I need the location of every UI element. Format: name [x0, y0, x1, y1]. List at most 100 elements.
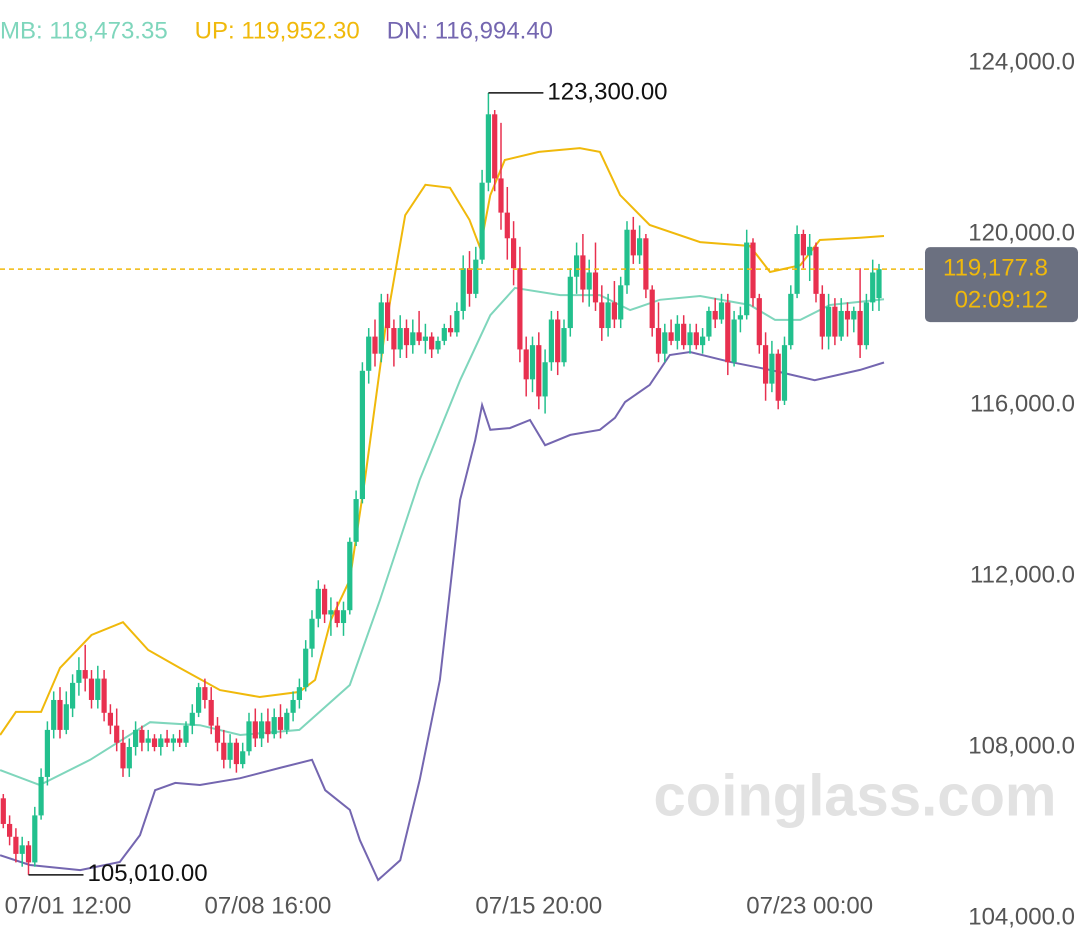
candle-body	[561, 328, 567, 363]
candle-body	[630, 229, 636, 256]
candle-body	[523, 349, 529, 380]
legend-entry: DN: 116,994.40	[387, 17, 553, 44]
candle-body	[876, 269, 882, 299]
candle-body	[246, 721, 252, 752]
candle-body	[309, 618, 315, 649]
y-tick-label: 112,000.0	[970, 561, 1075, 588]
candle-body	[851, 310, 857, 320]
candle-body	[618, 285, 624, 320]
candle-body	[737, 315, 743, 320]
candle-body	[107, 712, 113, 726]
candle-body	[498, 178, 504, 213]
candle-body	[448, 328, 454, 333]
candle-body	[643, 238, 649, 290]
candle-body	[800, 234, 806, 256]
candle-body	[529, 345, 536, 380]
candle-body	[189, 712, 195, 726]
plot-area: 104,000.0 108,000.0 112,000.0 116,000.0 120,…	[0, 48, 1075, 929]
candle-body	[177, 738, 183, 743]
annotation-label: 105,010.00	[88, 860, 208, 887]
candle-body	[718, 302, 725, 320]
candle-body	[164, 738, 170, 743]
candle-body	[637, 238, 643, 256]
candle-body	[712, 310, 718, 320]
candle-body	[303, 648, 309, 688]
x-tick-label: 07/01 12:00	[5, 892, 132, 919]
candle-body	[844, 310, 851, 320]
candle-body	[832, 306, 838, 337]
candle-body	[208, 699, 214, 726]
candle-body	[32, 815, 38, 863]
candle-body	[857, 310, 863, 346]
candle-body	[397, 328, 403, 350]
candle-body	[838, 310, 844, 337]
candle-body	[139, 729, 145, 743]
candle-body	[403, 328, 410, 346]
candle-body	[781, 345, 788, 401]
candle-body	[788, 293, 794, 346]
candle-body	[668, 332, 674, 341]
candle-body	[605, 302, 611, 329]
candle-body	[693, 332, 699, 346]
candle-body	[76, 670, 82, 683]
candle-body	[536, 345, 542, 397]
candle-body	[473, 259, 479, 294]
candle-body	[183, 725, 189, 743]
candle-body	[807, 246, 813, 256]
annotation-label: 123,300.00	[547, 78, 667, 105]
candle-body	[252, 721, 258, 739]
watermark: coinglass.com	[654, 763, 1057, 828]
candle-body	[416, 332, 422, 341]
candle-body	[366, 336, 372, 371]
candle-body	[82, 670, 88, 679]
y-tick-label: 116,000.0	[970, 390, 1075, 417]
candle-body	[863, 302, 869, 346]
candle-body	[826, 306, 832, 337]
candle-body	[611, 302, 617, 320]
y-tick-label: 104,000.0	[968, 903, 1075, 929]
candle-body	[328, 610, 334, 615]
candle-body	[233, 742, 239, 765]
candle-body	[259, 721, 265, 739]
last-price-label: 119,177.8	[943, 254, 1048, 281]
candle-body	[63, 704, 69, 730]
candle-body	[460, 268, 466, 311]
candle-body	[265, 721, 271, 735]
candle-body	[725, 302, 731, 363]
candle-body	[133, 729, 139, 747]
candle-body	[700, 336, 706, 346]
candle-body	[372, 336, 378, 354]
candle-body	[277, 717, 284, 730]
candle-body	[454, 310, 460, 333]
legend-entry: UP: 119,952.30	[195, 17, 360, 44]
candle-body	[624, 229, 630, 286]
candle-body	[290, 699, 296, 713]
candle-body	[0, 798, 6, 824]
candle-body	[38, 776, 44, 816]
band-line	[0, 350, 885, 882]
x-tick-label: 07/15 20:00	[475, 892, 602, 919]
candle-body	[57, 699, 63, 730]
candle-body	[340, 610, 347, 624]
candle-body	[542, 362, 548, 397]
candle-body	[13, 836, 19, 854]
candle-body	[485, 114, 491, 183]
candle-body	[870, 272, 876, 303]
candle-body	[441, 328, 447, 341]
candle-body	[548, 319, 554, 363]
candle-body	[731, 319, 737, 363]
candle-body	[813, 246, 819, 294]
candle-body	[315, 588, 321, 619]
candle-body	[322, 588, 328, 615]
candle-body	[744, 242, 750, 316]
legend-entry: MB: 118,473.35	[0, 17, 168, 44]
band-line	[0, 147, 885, 736]
candle-body	[599, 302, 605, 329]
countdown-label: 02:09:12	[955, 286, 1048, 313]
candle-body	[750, 242, 756, 299]
candle-body	[687, 332, 693, 346]
candle-body	[88, 678, 95, 700]
candle-body	[479, 182, 485, 260]
candle-body	[819, 293, 825, 337]
candle-body	[706, 310, 712, 337]
